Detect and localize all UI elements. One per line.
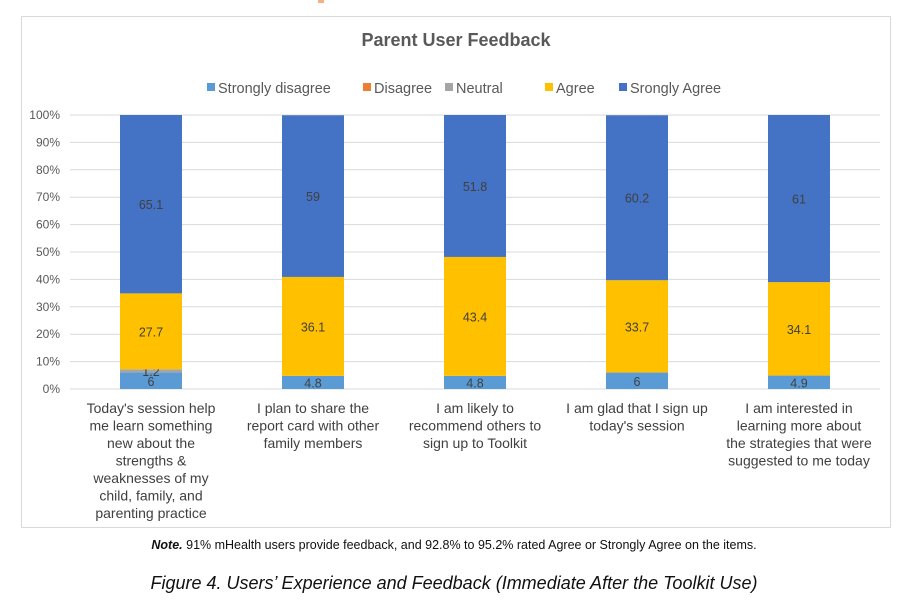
y-tick-label: 0% (43, 382, 61, 396)
y-tick-label: 50% (36, 245, 60, 259)
bar-segment (120, 369, 182, 373)
x-tick-label: report card with other (247, 418, 380, 434)
x-tick-label: Today's session help (87, 400, 216, 416)
data-label: 4.9 (790, 376, 807, 390)
x-tick-label: weaknesses of my (92, 470, 208, 486)
y-tick-label: 60% (36, 218, 60, 232)
bar-segment (768, 115, 830, 283)
y-tick-label: 90% (36, 135, 60, 149)
data-label: 34.1 (787, 323, 811, 337)
stacked-bar-chart: Parent User Feedback Strongly disagree Dis… (29, 30, 880, 521)
bar-segment (120, 293, 182, 370)
x-tick-label: recommend others to (409, 418, 541, 434)
data-label: 59 (306, 190, 320, 204)
data-label: 6 (634, 375, 641, 389)
legend-swatch-3 (545, 83, 553, 91)
y-tick-label: 70% (36, 190, 60, 204)
data-label: 65.1 (139, 198, 163, 212)
data-label: 51.8 (463, 180, 487, 194)
legend-swatch-1 (363, 83, 371, 91)
y-tick-label: 100% (29, 108, 60, 122)
bar-segment (282, 115, 344, 277)
x-tick-label: new about the (107, 435, 195, 451)
data-label: 60.2 (625, 192, 649, 206)
figure-note: Note. 91% mHealth users provide feedback… (0, 538, 908, 552)
x-tick-label: I plan to share the (257, 400, 369, 416)
note-text: 91% mHealth users provide feedback, and … (182, 538, 757, 552)
x-tick-label: learning more about (737, 418, 862, 434)
legend-label-4: Srongly Agree (630, 81, 721, 97)
x-tick-label: I am likely to (436, 400, 514, 416)
x-tick-label: child, family, and (99, 488, 202, 504)
legend-label-2: Neutral (456, 81, 503, 97)
x-tick-label: I am glad that I sign up (566, 400, 708, 416)
x-tick-label: the strategies that were (726, 435, 872, 451)
x-tick-label: today's session (589, 418, 684, 434)
legend-swatch-0 (207, 83, 215, 91)
bar-segment (282, 276, 344, 376)
y-tick-label: 80% (36, 163, 60, 177)
decorative-mark (318, 0, 324, 3)
legend-swatch-4 (619, 83, 627, 91)
x-tick-label: me learn something (90, 418, 213, 434)
legend-label-1: Disagree (374, 81, 432, 97)
note-lead: Note. (151, 538, 183, 552)
bar-segment (768, 282, 830, 376)
chart-frame (21, 16, 891, 528)
data-label: 4.8 (466, 376, 483, 390)
y-tick-label: 30% (36, 300, 60, 314)
x-tick-label: strengths & (116, 453, 187, 469)
data-label: 61 (792, 193, 806, 207)
data-label: 4.8 (304, 376, 321, 390)
x-tick-label: family members (264, 435, 363, 451)
legend-label-0: Strongly disagree (218, 81, 331, 97)
bar-segment (606, 115, 668, 281)
data-label: 27.7 (139, 325, 163, 339)
legend-swatch-2 (445, 83, 453, 91)
y-tick-label: 20% (36, 327, 60, 341)
bar-segment (120, 372, 182, 389)
x-tick-label: suggested to me today (728, 453, 870, 469)
x-tick-label: I am interested in (745, 400, 852, 416)
bar-segment (444, 256, 506, 376)
y-tick-label: 40% (36, 272, 60, 286)
bar-segment (768, 375, 830, 389)
y-tick-label: 10% (36, 355, 60, 369)
legend-label-3: Agree (556, 81, 595, 97)
data-label: 36.1 (301, 320, 325, 334)
bar-segment (606, 372, 668, 389)
bar-segment (444, 375, 506, 389)
chart-title: Parent User Feedback (361, 30, 551, 50)
figure-caption: Figure 4. Users’ Experience and Feedback… (150, 573, 758, 593)
bar-segment (120, 115, 182, 294)
data-label: 33.7 (625, 320, 649, 334)
x-tick-label: parenting practice (95, 505, 207, 521)
x-tick-label: sign up to Toolkit (423, 435, 527, 451)
bar-segment (282, 375, 344, 389)
data-label: 43.4 (463, 310, 487, 324)
bar-segment (444, 115, 506, 257)
data-label: 6 (148, 375, 155, 389)
bar-segment (606, 280, 668, 373)
